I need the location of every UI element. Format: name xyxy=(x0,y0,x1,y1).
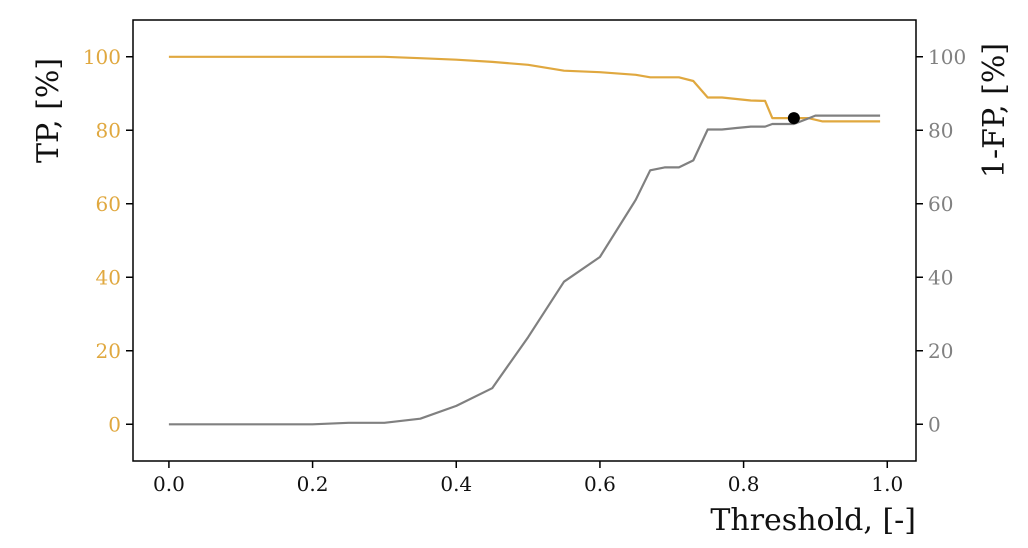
plot-area xyxy=(168,55,881,426)
x-axis: 0.0 0.2 0.4 0.6 0.8 1.0 xyxy=(153,461,903,496)
y-left-tick-label: 0 xyxy=(108,412,121,436)
y-left-tick-label: 40 xyxy=(96,265,121,289)
intersection-marker xyxy=(787,112,800,125)
x-tick-label: 0.8 xyxy=(728,472,760,496)
y-axis-right: 0 20 40 60 80 100 xyxy=(916,45,966,436)
y-left-tick-label: 60 xyxy=(96,192,121,216)
x-tick-label: 1.0 xyxy=(871,472,903,496)
plot-frame xyxy=(132,19,917,462)
x-tick-label: 0.0 xyxy=(153,472,185,496)
y-right-tick-label: 20 xyxy=(928,339,953,363)
x-axis-label: Threshold, [-] xyxy=(710,503,916,538)
y-axis-left-label: TP, [%] xyxy=(31,58,66,163)
y-axis-right-label: 1-FP, [%] xyxy=(977,43,1012,178)
fp-series-line xyxy=(168,114,881,426)
y-left-tick-label: 80 xyxy=(96,118,121,142)
y-left-tick-label: 20 xyxy=(96,339,121,363)
y-right-tick-label: 80 xyxy=(928,118,953,142)
tp-series-line xyxy=(168,55,881,123)
y-right-tick-label: 100 xyxy=(928,45,966,69)
x-tick-label: 0.6 xyxy=(584,472,616,496)
x-tick-label: 0.4 xyxy=(440,472,472,496)
y-right-tick-label: 40 xyxy=(928,265,953,289)
x-tick-label: 0.2 xyxy=(297,472,329,496)
y-right-tick-label: 60 xyxy=(928,192,953,216)
y-left-tick-label: 100 xyxy=(83,45,121,69)
y-right-tick-label: 0 xyxy=(928,412,941,436)
y-axis-left: 0 20 40 60 80 100 xyxy=(83,45,133,436)
